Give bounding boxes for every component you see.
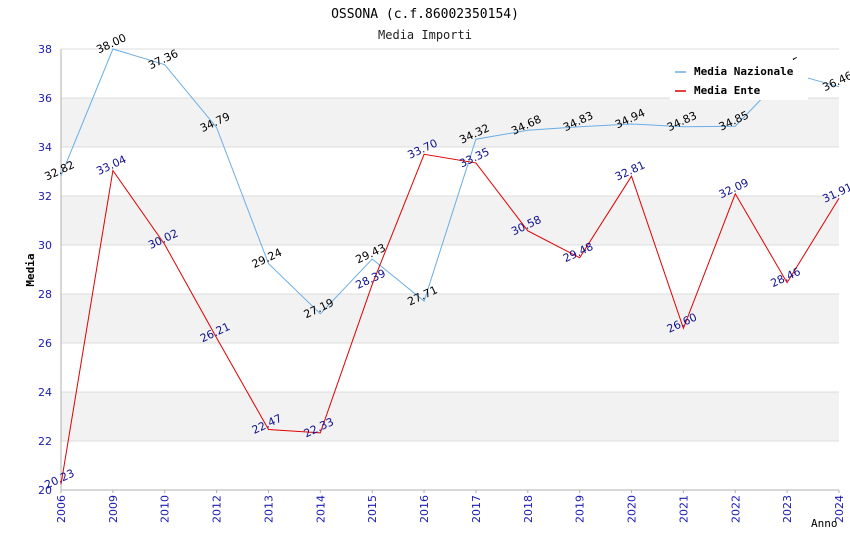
grid-band [61,441,839,490]
x-tick-label: 2024 [833,495,846,523]
grid-band [61,343,839,392]
x-tick-label: 2022 [729,495,742,523]
x-tick-label: 2023 [781,495,794,523]
x-tick-label: 2019 [574,495,587,523]
legend-box [670,60,808,100]
y-tick-label: 26 [38,337,52,350]
x-tick-label: 2018 [522,495,535,523]
grid-band [61,294,839,343]
y-tick-label: 34 [38,141,52,154]
series-lines [60,48,840,485]
grid-band [61,392,839,441]
x-tick-label: 2020 [626,495,639,523]
series-line-media-ente [60,153,840,485]
chart-subtitle: Media Importi [378,28,472,42]
grid-band [61,245,839,294]
y-tick-label: 24 [38,386,52,399]
x-axis-title: Anno [811,517,838,530]
y-tick-label: 20 [38,484,52,497]
legend: Media Nazionale Media Ente [670,60,808,100]
x-tick-label: 2012 [211,495,224,523]
x-tick-label: 2014 [314,495,327,523]
axes [60,49,839,491]
grid-band [61,98,839,147]
grid-bands [61,49,839,490]
y-tick-label: 32 [38,190,52,203]
y-tick-label: 28 [38,288,52,301]
x-tick-label: 2021 [677,495,690,523]
x-tick-label: 2015 [366,495,379,523]
y-tick-label: 36 [38,92,52,105]
y-axis-ticks: 20 22 24 26 28 30 32 34 36 38 [38,43,52,497]
x-tick-label: 2016 [418,495,431,523]
grid-band [61,147,839,196]
x-tick-label: 2009 [107,495,120,523]
x-tick-label: 2013 [262,495,275,523]
series-line-media-nazionale [60,48,840,315]
y-axis-title: Media [24,253,37,286]
x-tick-label: 2017 [470,495,483,523]
y-tick-label: 22 [38,435,52,448]
y-tick-label: 30 [38,239,52,252]
x-axis-ticks: 2006 2009 2010 2012 2013 2014 2015 2016 2017 2018… [55,490,846,523]
x-tick-label: 2010 [159,495,172,523]
legend-label-ente: Media Ente [694,84,761,97]
x-tick-label: 2006 [55,495,68,523]
y-tick-label: 38 [38,43,52,56]
legend-label-nazionale: Media Nazionale [694,65,794,78]
chart-title: OSSONA (c.f.86002350154) [331,7,519,22]
